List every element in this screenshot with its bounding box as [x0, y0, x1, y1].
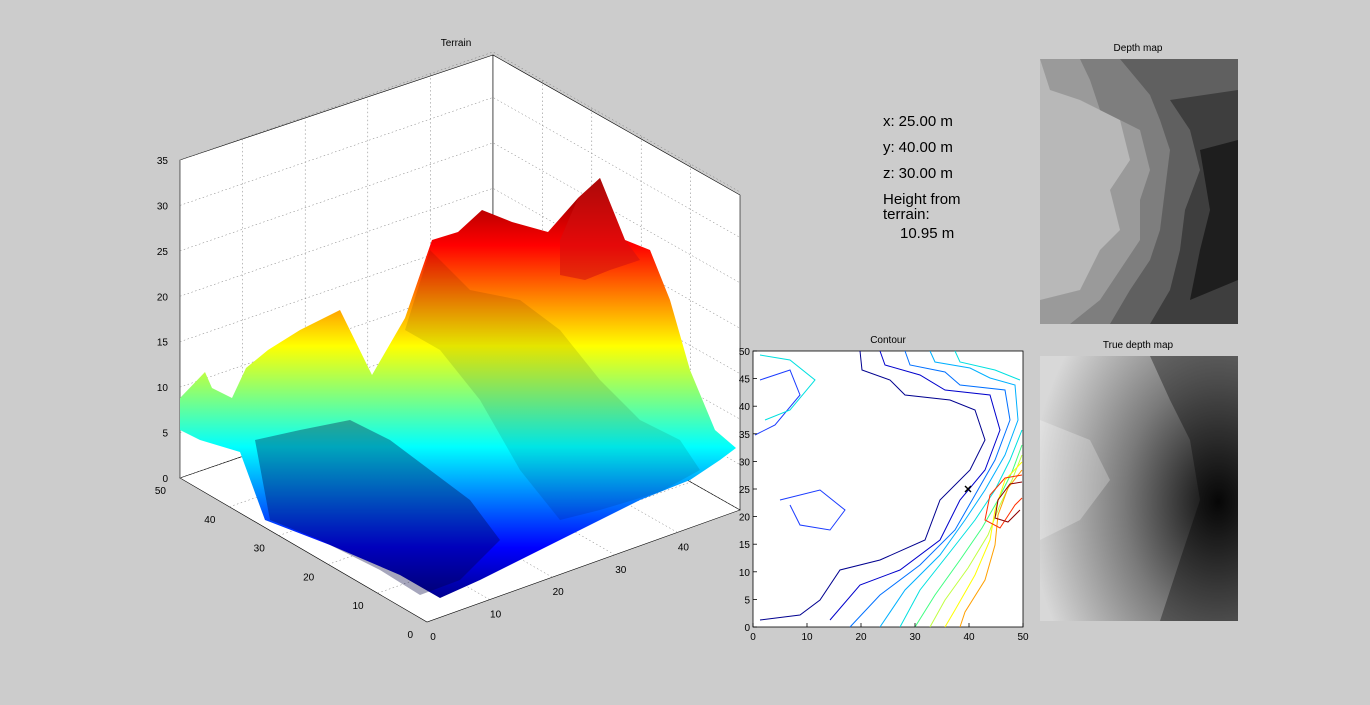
terrain-surface-plot[interactable]: Terrain 0 5 10 15 20 25 30 35 0 10 20 30 40 50 0 10 20… — [155, 38, 741, 643]
contour-line-level-9 — [944, 461, 1023, 628]
contour-y-tick-label: 45 — [739, 375, 751, 386]
contour-x-tick-label: 0 — [750, 632, 756, 643]
readout-y-value: 40.00 m — [898, 139, 953, 156]
contour-line-level-2 — [829, 350, 1001, 621]
terrain-z-tick-label: 20 — [157, 292, 169, 303]
contour-y-tick-label: 50 — [739, 347, 751, 358]
terrain-peak-cap — [560, 178, 640, 280]
height-label-line1: Height from — [883, 191, 961, 208]
contour-x-tick-label: 30 — [909, 632, 921, 643]
readout-x-label: x: — [883, 113, 895, 130]
height-from-terrain-value: 10.95 m — [900, 225, 955, 242]
terrain-surface-back — [180, 178, 736, 598]
terrain-y-tick-label: 40 — [204, 515, 216, 526]
true-depth-highlight — [1040, 420, 1110, 540]
terrain-z-gridline — [179, 142, 741, 284]
contour-marker — [964, 485, 972, 493]
contour-line-level-8 — [929, 454, 1023, 628]
terrain-z-tick-label: 10 — [157, 383, 169, 394]
depth-band-5 — [1190, 140, 1238, 300]
terrain-surface — [180, 178, 736, 598]
contour-line-level-3 — [754, 369, 846, 531]
true-depth-map-panel: True depth map — [1040, 340, 1238, 621]
contour-line-level-4 — [849, 350, 1011, 628]
contour-line-level-12 — [994, 481, 1023, 523]
terrain-z-gridline — [179, 97, 741, 238]
terrain-x-tick-label: 10 — [490, 610, 502, 621]
contour-y-tick-label: 20 — [739, 513, 751, 524]
contour-line-level-10 — [959, 469, 1023, 628]
depth-map-panel: Depth map — [1040, 43, 1238, 324]
contour-y-tick-label: 25 — [739, 485, 751, 496]
contour-y-tick-label: 10 — [739, 568, 751, 579]
height-label-line2: terrain: — [883, 206, 930, 223]
terrain-surface-ridge-shade — [405, 250, 700, 520]
true-depth-map-title: True depth map — [1103, 340, 1174, 351]
readout-x-row: x: 25.00 m — [883, 114, 961, 129]
terrain-y-tick-label: 0 — [407, 630, 413, 641]
contour-plot[interactable]: Contour 0 10 20 30 40 50 0 5 10 15 20 25 30 35 40 45 50 — [739, 335, 1029, 643]
contour-line-level-11 — [984, 474, 1023, 529]
readout-y-label: y: — [883, 139, 895, 156]
contour-x-tick-label: 10 — [801, 632, 813, 643]
contour-x-tick-label: 20 — [855, 632, 867, 643]
terrain-x-tick-label: 0 — [430, 632, 436, 643]
terrain-surface-valley-shade — [255, 420, 500, 595]
terrain-y-tick-label: 50 — [155, 486, 167, 497]
contour-x-tick-label: 40 — [963, 632, 975, 643]
contour-lines — [754, 350, 1023, 628]
readout-y-row: y: 40.00 m — [883, 140, 961, 155]
terrain-x-tick-label: 40 — [678, 542, 690, 553]
terrain-z-tick-label: 15 — [157, 338, 169, 349]
terrain-z-tick-label: 5 — [162, 429, 168, 440]
contour-y-tick-label: 15 — [739, 540, 751, 551]
true-depth-shadow — [1150, 356, 1238, 621]
readout-z-row: z: 30.00 m — [883, 166, 961, 181]
terrain-y-tick-label: 10 — [352, 601, 364, 612]
contour-line-level-6 — [759, 350, 1023, 628]
height-from-terrain-label: Height from terrain: — [883, 192, 961, 222]
terrain-x-tick-label: 30 — [615, 565, 627, 576]
contour-y-tick-label: 5 — [744, 595, 750, 606]
readout-x-value: 25.00 m — [898, 113, 953, 130]
contour-y-tick-label: 0 — [744, 623, 750, 634]
terrain-z-tick-label: 25 — [157, 247, 169, 258]
contour-y-tick-label: 30 — [739, 457, 751, 468]
contour-plot-area — [752, 350, 1024, 628]
terrain-y-tick-label: 20 — [303, 572, 315, 583]
terrain-z-gridline — [179, 51, 741, 193]
contour-y-tick-label: 40 — [739, 402, 751, 413]
contour-line-level-5 — [879, 350, 1019, 628]
terrain-z-tick-label: 0 — [162, 474, 168, 485]
terrain-z-tick-label: 35 — [157, 156, 169, 167]
terrain-y-tick-label: 30 — [254, 544, 266, 555]
readout-z-label: z: — [883, 165, 895, 182]
terrain-x-tick-label: 20 — [553, 587, 565, 598]
terrain-title: Terrain — [441, 38, 472, 49]
contour-y-tick-label: 35 — [739, 430, 751, 441]
contour-line-level-1 — [759, 350, 986, 621]
true-depth-map-image — [1040, 356, 1238, 621]
contour-x-tick-label: 50 — [1017, 632, 1029, 643]
depth-map-title: Depth map — [1114, 43, 1163, 54]
terrain-z-tick-label: 30 — [157, 201, 169, 212]
position-readout: x: 25.00 m y: 40.00 m z: 30.00 m Height … — [883, 114, 961, 241]
contour-title: Contour — [870, 335, 906, 346]
readout-z-value: 30.00 m — [898, 165, 953, 182]
